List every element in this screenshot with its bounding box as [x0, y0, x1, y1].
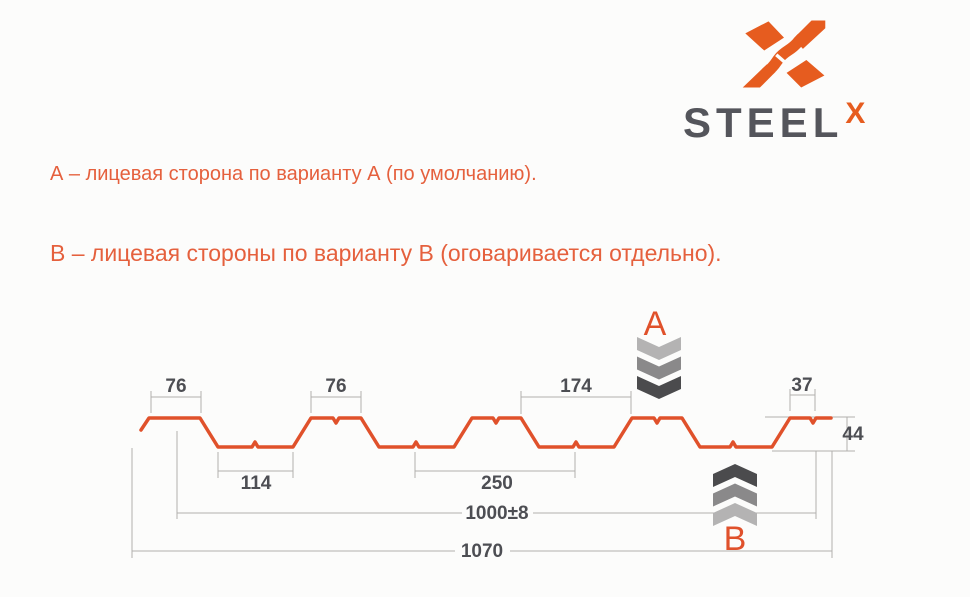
logo-arm-top-left [745, 21, 784, 51]
dim-working-width: 1000±8 [465, 503, 528, 524]
dim-crest-left: 76 [165, 376, 186, 397]
side-b-label: B [724, 520, 747, 558]
dim-overall-width: 1070 [461, 541, 503, 562]
dimension-values: 76 76 174 37 44 114 250 1000±8 1070 [165, 375, 864, 562]
chevron-up-icon [713, 503, 757, 526]
dim-profile-height: 44 [842, 424, 864, 445]
dim-edge-lap: 37 [791, 375, 812, 396]
variant-b-description: В – лицевая стороны по варианту В (огова… [50, 240, 722, 266]
logo-wordmark: STEELX [683, 99, 898, 144]
dim-rib-pitch: 250 [481, 473, 513, 494]
logo-x-mark: X [845, 97, 866, 130]
chevron-down-icon [637, 376, 681, 399]
side-a-marker: A [637, 305, 681, 399]
chevron-up-icon [713, 464, 757, 487]
side-a-label: A [644, 305, 667, 343]
dim-trough-bottom: 114 [241, 473, 272, 494]
chevron-down-icon [637, 356, 681, 380]
side-b-marker: B [713, 464, 757, 558]
dimension-lines [131, 389, 855, 558]
logo-center-ribbon [761, 32, 807, 78]
steelx-logo-icon [742, 20, 826, 88]
dim-crest-mid: 76 [325, 376, 346, 397]
logo-arm-bottom-right [786, 60, 825, 88]
logo-wordmark-text: STEEL [683, 99, 844, 146]
variant-a-description: А – лицевая сторона по варианту А (по ум… [50, 163, 537, 185]
dim-crest-spacing: 174 [560, 376, 592, 397]
chevron-up-icon [713, 483, 757, 507]
steelx-logo: STEELX [683, 15, 898, 144]
logo-ribbon-gap [775, 53, 790, 67]
chevron-down-icon [637, 337, 681, 360]
profile-outline [139, 416, 833, 449]
